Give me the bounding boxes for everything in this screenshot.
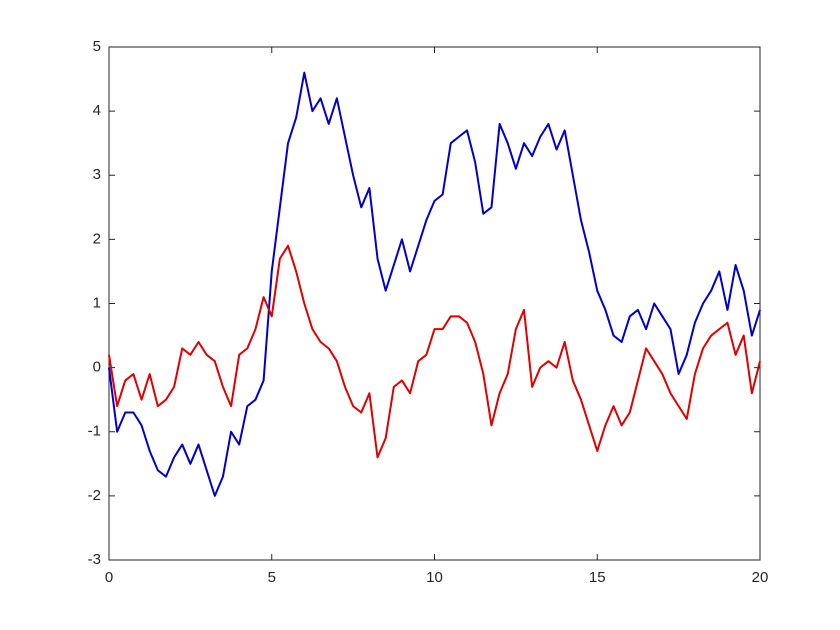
x-tick-label: 20 [752,569,769,586]
y-tick-label: -2 [88,487,101,504]
y-tick-label: 1 [93,294,101,311]
plot-area [108,46,761,561]
line-series [108,71,761,497]
y-tick-label: 4 [93,102,101,119]
y-tick-label: 5 [93,38,101,55]
line-series [108,244,761,459]
y-tick-label: 2 [93,230,101,247]
x-tick-label: 5 [268,569,276,586]
x-tick-label: 10 [426,569,443,586]
x-tick-label: 0 [105,569,113,586]
y-tick-label: 0 [93,359,101,376]
y-tick-label: -1 [88,423,101,440]
x-tick-label: 15 [589,569,606,586]
y-tick-label: 3 [93,166,101,183]
y-tick-label: -3 [88,551,101,568]
